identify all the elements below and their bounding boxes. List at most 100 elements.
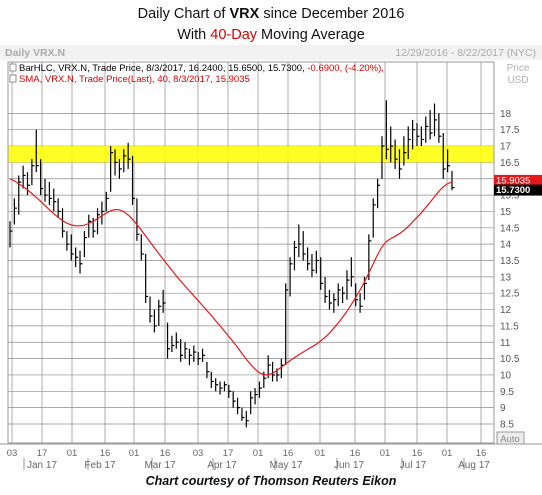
price-bar — [153, 309, 157, 333]
chart-title-line-1: Daily Chart of VRX since December 2016 — [137, 6, 405, 22]
day-tick-label: 01 — [67, 448, 78, 459]
price-bar — [306, 247, 311, 271]
day-tick-label: 17 — [223, 448, 234, 459]
y-tick-label: 12.5 — [500, 289, 520, 300]
sma-value-text: 15.9035 — [496, 175, 530, 186]
price-bar — [140, 234, 144, 261]
auto-scale-button[interactable]: Auto — [496, 431, 525, 445]
y-tick-label: 17.5 — [500, 125, 520, 136]
price-bar — [197, 352, 201, 366]
price-bar — [48, 182, 52, 205]
y-tick-label: 8.5 — [500, 420, 514, 431]
price-bar — [403, 136, 407, 166]
price-bar — [302, 231, 306, 261]
y-tick-label: 11.5 — [500, 321, 519, 332]
price-bar — [114, 149, 118, 176]
day-tick-label: 16 — [160, 448, 171, 459]
y-tick-label: 17 — [500, 142, 512, 153]
price-bar — [127, 142, 131, 169]
month-label: May 17 — [270, 460, 303, 470]
price-bar — [131, 155, 136, 205]
price-bar — [236, 397, 241, 415]
y-tick-label: 16.5 — [500, 158, 520, 169]
price-bar — [398, 149, 402, 179]
price-axis: Price USD 8.5 9 9.5 10 10.5 11 11.5 12 12.5 13 13.… — [500, 63, 530, 431]
price-bar — [271, 361, 276, 382]
price-bar — [96, 208, 101, 235]
auto-scale-label: Auto — [500, 434, 520, 445]
price-bar — [136, 198, 140, 241]
price-bar — [298, 224, 302, 258]
price-bar — [210, 371, 214, 389]
price-bar — [123, 149, 127, 173]
legend-entry: BarHLC, VRX.N, Trade Price, 8/3/2017, 16… — [19, 63, 384, 74]
price-bar — [232, 391, 236, 408]
price-bar — [324, 276, 328, 304]
price-bar — [88, 214, 92, 238]
price-bar — [377, 178, 381, 209]
y-tick-label: 13 — [500, 272, 512, 283]
price-bar — [285, 283, 289, 366]
price-bar — [201, 348, 206, 362]
price-bar — [61, 208, 66, 238]
day-tick-label: 16 — [412, 448, 423, 459]
day-tick-label: 01 — [253, 448, 264, 459]
price-bar — [328, 289, 332, 310]
price-bar — [206, 361, 210, 379]
day-tick-label: 16 — [476, 448, 487, 459]
price-bar — [223, 381, 227, 392]
price-bar — [166, 322, 171, 359]
price-bar — [346, 270, 350, 300]
day-tick-label: 03 — [193, 448, 204, 459]
month-label: Apr 17 — [207, 460, 237, 470]
month-label: Mar 17 — [144, 460, 176, 470]
price-bar — [412, 119, 416, 150]
price-bar — [57, 198, 61, 218]
price-bar — [254, 388, 258, 405]
legend-entry: SMA, VRX.N, Trade Price(Last), 40, 8/3/2… — [19, 74, 250, 85]
price-bar — [293, 240, 297, 271]
day-tick-label: 01 — [315, 448, 326, 459]
price-bar — [219, 381, 223, 395]
y-tick-label: 10.5 — [500, 354, 520, 365]
y-tick-label: 9.5 — [500, 387, 514, 398]
price-bar — [258, 381, 262, 398]
price-bar — [9, 221, 13, 248]
y-tick-label: 18 — [500, 109, 512, 120]
price-bar — [407, 126, 411, 160]
price-bar — [350, 257, 354, 287]
price-bar — [70, 234, 74, 261]
price-bar — [184, 342, 188, 359]
price-bar — [44, 178, 48, 202]
price-bar — [118, 159, 122, 179]
y-tick-label: 14 — [500, 240, 512, 251]
price-bar — [451, 170, 455, 191]
price-bar — [250, 391, 254, 415]
resistance-band — [8, 146, 494, 163]
price-bar — [425, 116, 429, 143]
price-chart[interactable]: Daily VRX.N 12/29/2016 - 8/22/2017 (NYC)… — [0, 44, 542, 470]
day-tick-label: 16 — [100, 448, 111, 459]
day-tick-label: 16 — [350, 448, 361, 459]
price-bar — [40, 159, 44, 196]
chart-header-date-range: 12/29/2016 - 8/22/2017 (NYC) — [395, 47, 536, 59]
month-label: Jun 17 — [334, 460, 364, 470]
sma-value-badge — [494, 174, 542, 186]
day-tick-label: 01 — [380, 448, 391, 459]
price-bar — [311, 253, 315, 277]
chart-legend: BarHLC, VRX.N, Trade Price, 8/3/2017, 16… — [9, 63, 384, 85]
price-bar — [175, 332, 179, 349]
price-bar — [447, 149, 451, 173]
price-bar — [429, 110, 433, 140]
price-bar — [105, 191, 109, 212]
price-bar — [337, 283, 341, 307]
day-tick-label: 03 — [7, 448, 18, 459]
price-bar — [13, 198, 17, 225]
price-bar — [333, 293, 337, 313]
price-bar — [22, 165, 26, 189]
chart-title-line-2: With 40-Day Moving Average — [177, 27, 365, 43]
month-label: Jan 17 — [27, 460, 57, 470]
price-bar — [320, 257, 324, 290]
price-bar — [359, 293, 363, 313]
